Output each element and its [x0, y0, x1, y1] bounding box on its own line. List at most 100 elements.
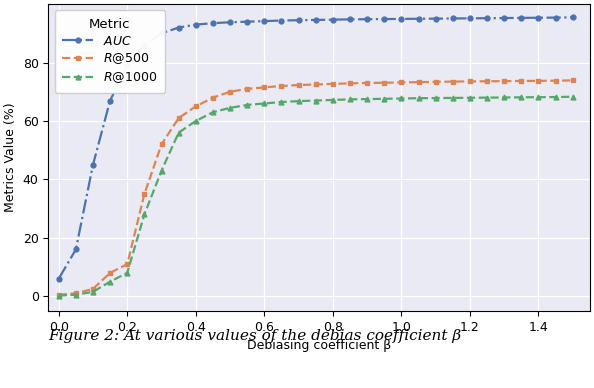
$AUC$: [535, 16, 542, 20]
$R@1000$: [158, 168, 165, 173]
$AUC$: [244, 19, 251, 24]
$AUC$: [226, 20, 233, 24]
$R@500$: [209, 95, 216, 100]
$AUC$: [432, 16, 439, 21]
$AUC$: [209, 21, 216, 26]
$AUC$: [141, 43, 148, 47]
$AUC$: [552, 15, 559, 20]
$R@1000$: [569, 94, 576, 99]
$AUC$: [312, 17, 320, 22]
$R@500$: [312, 82, 320, 87]
$AUC$: [261, 19, 268, 23]
$R@500$: [346, 81, 353, 86]
$R@500$: [552, 78, 559, 83]
$AUC$: [501, 16, 508, 20]
$AUC$: [415, 16, 422, 21]
$AUC$: [381, 17, 388, 21]
$R@500$: [244, 87, 251, 91]
$R@1000$: [141, 212, 148, 217]
$R@1000$: [329, 98, 336, 102]
$R@1000$: [518, 95, 525, 100]
$R@1000$: [226, 106, 233, 110]
$R@500$: [278, 83, 285, 88]
$R@500$: [158, 142, 165, 147]
$AUC$: [364, 17, 371, 22]
$AUC$: [518, 16, 525, 20]
$R@500$: [55, 293, 62, 297]
$R@1000$: [209, 110, 216, 114]
$R@500$: [90, 287, 97, 291]
$R@1000$: [106, 279, 113, 284]
$R@1000$: [501, 95, 508, 100]
$R@500$: [398, 80, 405, 85]
$R@1000$: [381, 97, 388, 101]
$R@1000$: [261, 101, 268, 106]
$R@500$: [226, 90, 233, 94]
Line: $AUC$: $AUC$: [56, 15, 575, 281]
$AUC$: [329, 17, 336, 22]
$AUC$: [398, 17, 405, 21]
$R@500$: [72, 291, 80, 296]
$R@1000$: [535, 95, 542, 99]
Text: Figure 2: At various values of the debias coefficient β: Figure 2: At various values of the debia…: [49, 329, 462, 343]
$R@500$: [569, 78, 576, 83]
$R@500$: [484, 79, 491, 83]
$AUC$: [484, 16, 491, 21]
$AUC$: [278, 18, 285, 23]
$R@500$: [381, 80, 388, 85]
$AUC$: [569, 15, 576, 20]
Line: $R@500$: $R@500$: [56, 78, 575, 297]
$R@500$: [329, 81, 336, 86]
$R@500$: [501, 79, 508, 83]
$AUC$: [106, 98, 113, 103]
$R@1000$: [90, 289, 97, 294]
$R@500$: [106, 270, 113, 275]
$AUC$: [158, 31, 165, 36]
$R@1000$: [398, 96, 405, 101]
$R@500$: [449, 79, 456, 84]
$R@1000$: [552, 95, 559, 99]
$R@1000$: [364, 97, 371, 101]
$AUC$: [175, 25, 182, 30]
$AUC$: [55, 276, 62, 281]
$R@500$: [466, 79, 473, 84]
$R@500$: [175, 116, 182, 120]
$R@500$: [535, 78, 542, 83]
$AUC$: [449, 16, 456, 21]
$R@1000$: [175, 130, 182, 135]
$AUC$: [124, 63, 131, 68]
$R@1000$: [346, 97, 353, 102]
$R@1000$: [72, 293, 80, 297]
$R@500$: [192, 104, 200, 109]
$R@1000$: [466, 95, 473, 100]
Line: $R@1000$: $R@1000$: [56, 94, 575, 298]
Y-axis label: Metrics Value (%): Metrics Value (%): [4, 103, 17, 212]
$AUC$: [72, 247, 80, 252]
$R@1000$: [484, 95, 491, 100]
$R@1000$: [278, 100, 285, 104]
$R@500$: [295, 83, 302, 87]
$R@500$: [432, 80, 439, 84]
$R@1000$: [449, 95, 456, 100]
$AUC$: [192, 22, 200, 27]
$R@1000$: [295, 99, 302, 104]
Legend: $AUC$, $R@500$, $R@1000$: $AUC$, $R@500$, $R@1000$: [55, 10, 165, 93]
$R@1000$: [55, 293, 62, 298]
$R@500$: [364, 81, 371, 85]
$AUC$: [90, 163, 97, 167]
$R@500$: [124, 262, 131, 267]
$R@1000$: [432, 96, 439, 100]
$R@1000$: [312, 98, 320, 103]
$R@1000$: [192, 119, 200, 123]
$R@1000$: [124, 270, 131, 275]
$R@1000$: [415, 96, 422, 100]
$AUC$: [466, 16, 473, 21]
$R@500$: [415, 80, 422, 85]
$R@500$: [261, 85, 268, 90]
$R@500$: [141, 192, 148, 196]
X-axis label: Debiasing coefficient β: Debiasing coefficient β: [247, 339, 391, 352]
$AUC$: [346, 17, 353, 22]
$R@1000$: [244, 102, 251, 107]
$R@500$: [518, 79, 525, 83]
$AUC$: [295, 18, 302, 23]
